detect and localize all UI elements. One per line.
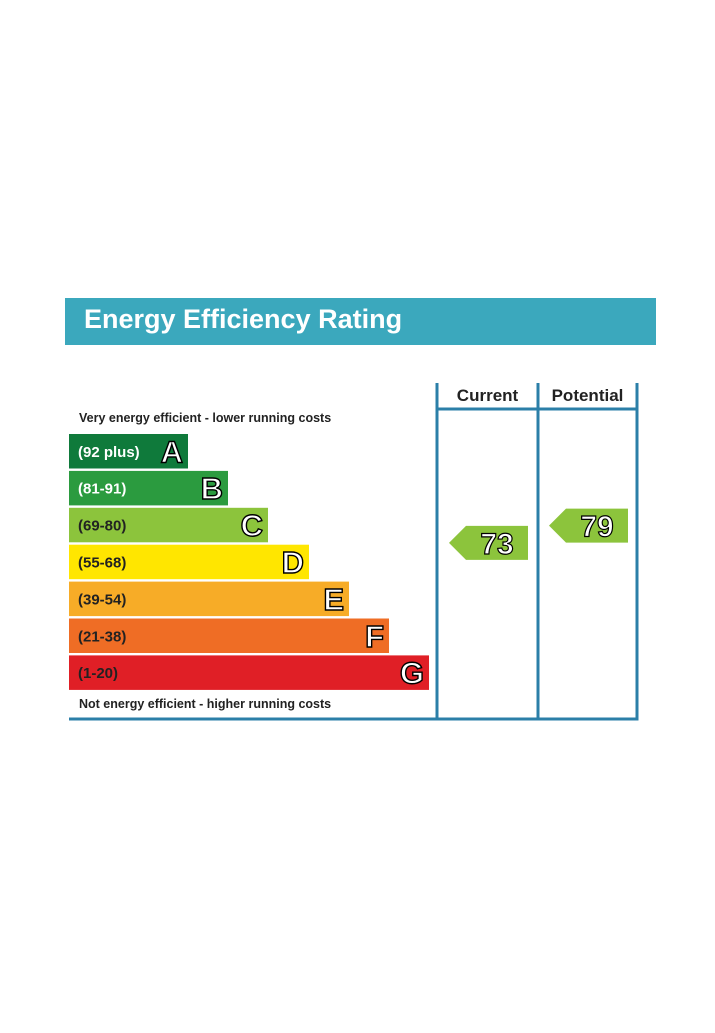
band-letter-d: D: [282, 545, 304, 580]
band-range-b: (81-91): [78, 481, 126, 498]
band-range-f: (21-38): [78, 628, 126, 645]
current-score-value: 73: [480, 528, 513, 561]
band-bar-b: [69, 470, 228, 506]
band-letter-c: C: [241, 508, 263, 543]
band-range-g: (1-20): [78, 665, 118, 682]
band-bar-c: [69, 507, 268, 543]
potential-score-value: 79: [580, 511, 613, 544]
score-arrows: 73 79: [449, 508, 628, 562]
potential-score: 79: [549, 508, 628, 544]
band-range-d: (55-68): [78, 554, 126, 571]
band-f: (21-38) F: [69, 618, 389, 654]
band-bar-e: [69, 581, 349, 617]
band-range-e: (39-54): [78, 591, 126, 608]
band-bar-g: [69, 655, 429, 690]
band-letter-e: E: [323, 582, 344, 617]
potential-score-arrow: [549, 508, 628, 543]
bottom-caption: Not energy efficient - higher running co…: [79, 697, 331, 711]
band-range-c: (69-80): [78, 518, 126, 535]
current-score-arrow: [449, 525, 528, 560]
band-c: (69-80) C: [69, 507, 268, 544]
current-score: 73: [449, 525, 528, 562]
top-caption: Very energy efficient - lower running co…: [79, 411, 331, 425]
band-a: (92 plus) A: [69, 434, 188, 470]
band-letter-b: B: [201, 471, 223, 506]
band-b: (81-91) B: [69, 470, 228, 507]
band-range-a: (92 plus): [78, 444, 140, 461]
band-letter-f: F: [365, 619, 384, 654]
band-e: (39-54) E: [69, 581, 349, 618]
band-bar-d: [69, 544, 309, 580]
band-d: (55-68) D: [69, 544, 309, 581]
band-bar-a: [69, 434, 188, 469]
band-letter-g: G: [400, 656, 424, 691]
column-header-current: Current: [457, 386, 519, 405]
band-letter-a: A: [161, 434, 183, 469]
table-frame: Current Potential: [69, 383, 639, 721]
column-header-potential: Potential: [552, 386, 624, 405]
band-g: (1-20) G: [69, 655, 429, 691]
band-bar-f: [69, 618, 389, 653]
rating-bands: (92 plus) A(81-91) B(69-80) C(55-68) D(39-54…: [69, 434, 429, 691]
title-bar: Energy Efficiency Rating: [65, 298, 656, 345]
chart-title: Energy Efficiency Rating: [84, 304, 403, 334]
